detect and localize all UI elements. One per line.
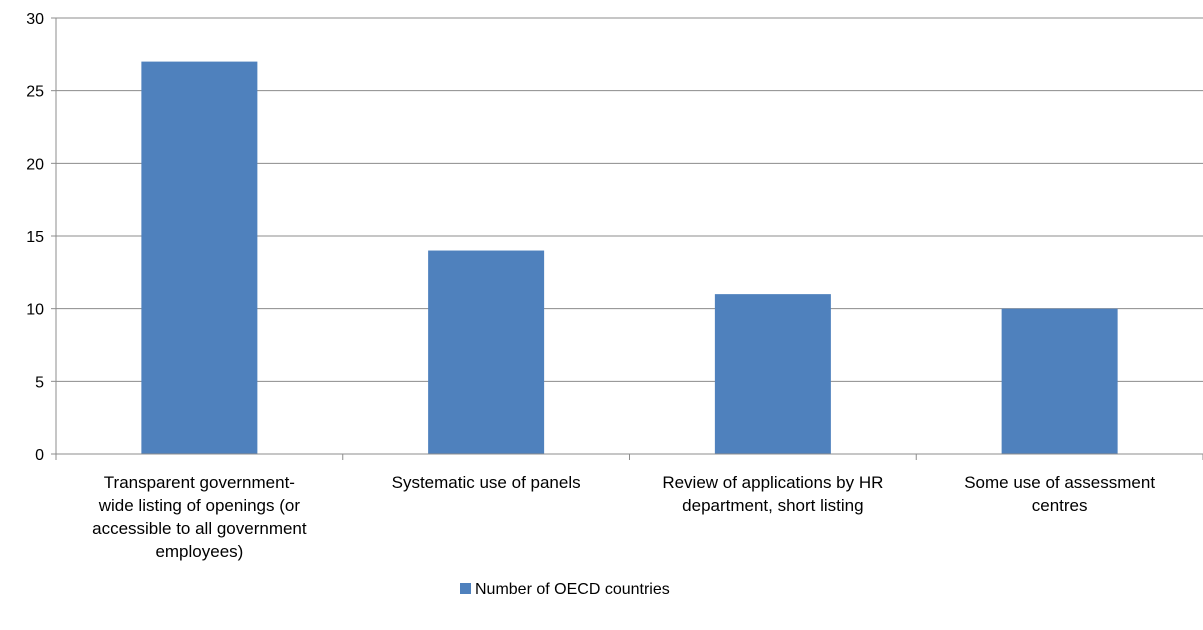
x-category-label: Systematic use of panels: [371, 471, 601, 494]
y-tick-labels: 0 5 10 15 20 25 30: [26, 11, 44, 464]
bar: [141, 61, 258, 454]
bar: [1001, 308, 1118, 454]
x-category-label: Review of applications by HR department, …: [658, 471, 888, 517]
x-category-label-line: employees): [155, 542, 244, 561]
bar: [428, 250, 545, 454]
x-category-label-line: Some use of assessment: [964, 473, 1156, 492]
y-tick-label: 25: [26, 84, 44, 101]
x-category-label-line: department, short listing: [682, 496, 864, 515]
y-tick-label: 5: [35, 374, 44, 391]
legend-swatch: [460, 583, 471, 594]
y-tick-label: 10: [26, 302, 44, 319]
x-category-label-line: Review of applications by HR: [662, 473, 884, 492]
x-category-label: Some use of assessment centres: [945, 471, 1175, 517]
x-category-label-line: Transparent government-: [103, 473, 295, 492]
x-category-label-line: accessible to all government: [92, 519, 307, 538]
legend: Number of OECD countries: [460, 581, 670, 598]
y-tick-label: 20: [26, 156, 44, 173]
x-category-label: Transparent government-wide listing of o…: [84, 471, 314, 563]
x-category-label-line: centres: [1031, 496, 1088, 515]
y-tick-label: 30: [26, 11, 44, 28]
bars: [141, 61, 1118, 454]
y-tick-label: 15: [26, 229, 44, 246]
bar: [714, 294, 831, 454]
x-category-label-line: Systematic use of panels: [391, 473, 581, 492]
legend-label: Number of OECD countries: [475, 581, 670, 598]
y-tick-label: 0: [35, 447, 44, 464]
axes: [51, 17, 1203, 460]
x-category-label-line: wide listing of openings (or: [98, 496, 301, 515]
